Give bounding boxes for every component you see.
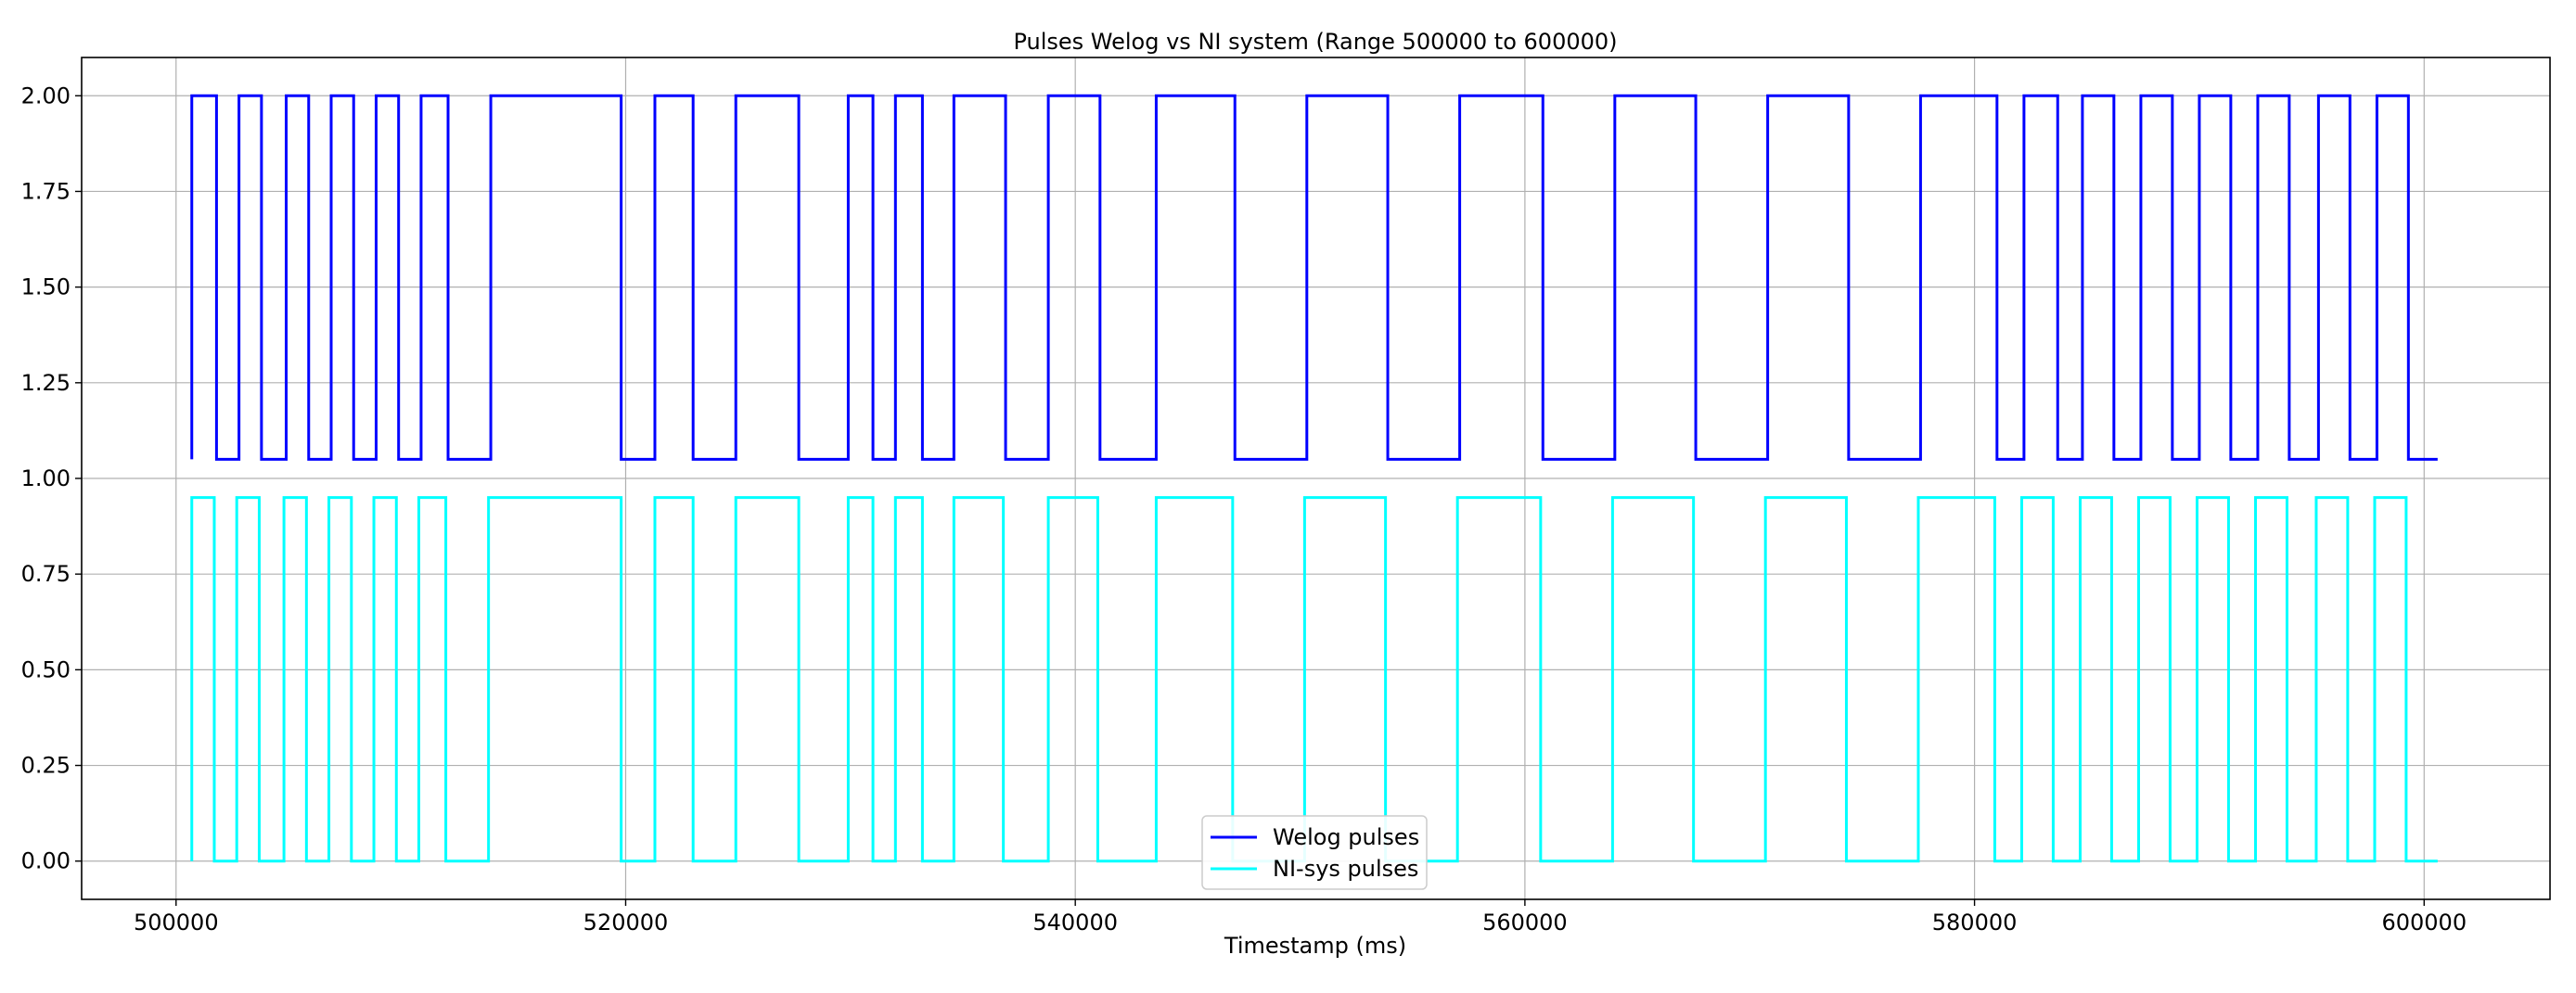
series-layer [190,94,2438,863]
legend-label: NI-sys pulses [1273,856,1418,882]
x-tick-label: 500000 [134,910,219,936]
y-tick-label: 0.50 [21,656,70,682]
legend-items: Welog pulses NI-sys pulses [1211,824,1419,882]
y-tick-label: 2.00 [21,83,70,108]
y-tick-label: 0.75 [21,561,70,587]
y-tick-label: 0.00 [21,848,70,874]
y-tick-label: 1.50 [21,274,70,300]
legend-box [1201,815,1428,890]
series-line-welog [190,94,2438,461]
x-tick-label: 600000 [2381,910,2467,936]
legend: Welog pulses NI-sys pulses [1201,815,1428,890]
y-tick-label: 1.75 [21,178,70,204]
chart-title: Pulses Welog vs NI system (Range 500000 … [1013,29,1617,55]
x-tick-label: 560000 [1482,910,1568,936]
ticks: 500000 520000 540000 560000 580000 600000 0.00… [21,83,2467,936]
legend-label: Welog pulses [1273,824,1419,850]
y-tick-label: 1.00 [21,465,70,491]
y-tick-label: 1.25 [21,370,70,396]
y-tick-label: 0.25 [21,753,70,779]
x-axis-label: Timestamp (ms) [1224,933,1406,959]
x-tick-label: 580000 [1932,910,2018,936]
x-tick-label: 520000 [583,910,669,936]
series-line-ni-sys [190,496,2438,863]
x-tick-label: 540000 [1032,910,1118,936]
